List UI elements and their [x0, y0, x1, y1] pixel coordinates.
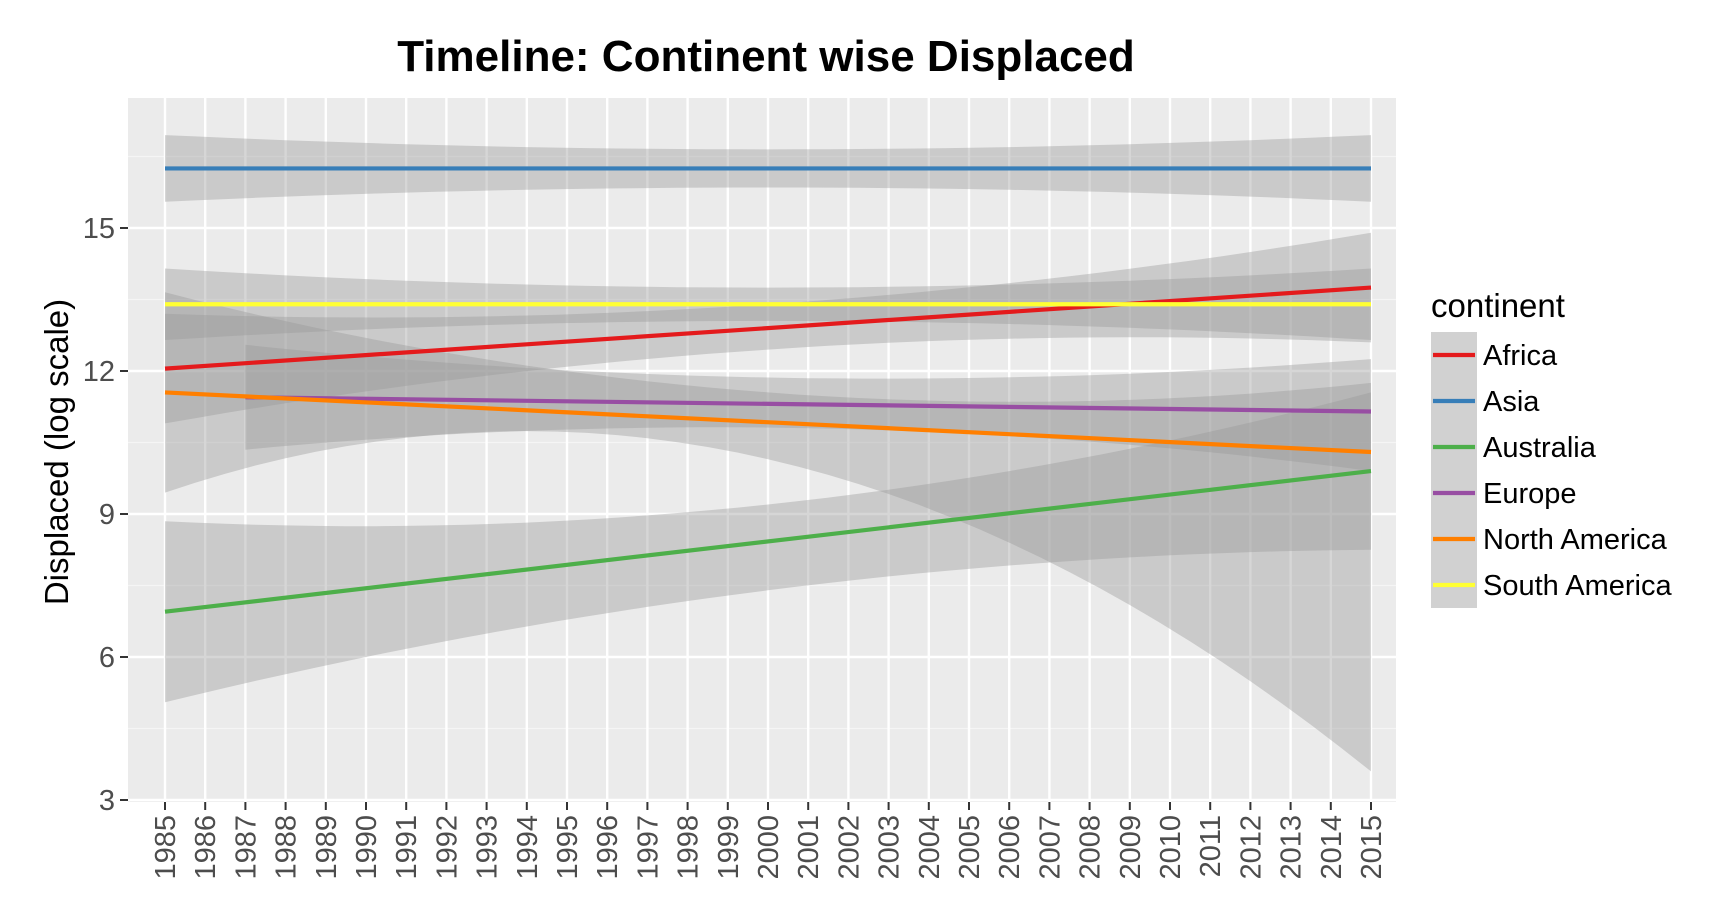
legend-label-asia: Asia	[1483, 386, 1540, 418]
x-tick-label: 2012	[1235, 815, 1267, 880]
legend-label-europe: Europe	[1483, 478, 1577, 510]
x-tick-label: 2001	[793, 815, 825, 880]
x-tick-label: 1994	[512, 815, 544, 880]
x-tick-label: 2009	[1115, 815, 1147, 880]
trend-lines	[164, 166, 1372, 614]
x-tick-label: 1989	[311, 815, 343, 880]
y-tick-label: 12	[83, 356, 115, 388]
x-tick-label: 2007	[1034, 815, 1066, 880]
x-tick-label: 2013	[1276, 815, 1308, 880]
x-tick-label: 1999	[713, 815, 745, 880]
x-tick-label: 2005	[954, 815, 986, 880]
x-tick-label: 2002	[833, 815, 865, 880]
legend-title: continent	[1431, 287, 1565, 324]
legend-label-africa: Africa	[1483, 340, 1558, 372]
x-tick-label: 1995	[552, 815, 584, 880]
y-tick-label: 9	[99, 499, 115, 531]
x-tick-label: 2004	[914, 815, 946, 880]
trend-line-europe	[245, 395, 1372, 414]
confidence-band-australia	[165, 392, 1371, 703]
confidence-bands	[165, 135, 1371, 772]
legend: continent Africa Asia Australia Europe North…	[1431, 287, 1672, 608]
x-tick-label: 1996	[592, 815, 624, 880]
confidence-band-north-america	[165, 292, 1371, 772]
x-tick-label: 1990	[351, 815, 383, 880]
x-tick-label: 2010	[1155, 815, 1187, 880]
x-tick-label: 1992	[431, 815, 463, 880]
x-tick-label: 1987	[230, 815, 262, 880]
trend-line-north-america	[164, 390, 1372, 455]
x-tick-label: 1997	[632, 815, 664, 880]
x-tick-label: 2008	[1075, 815, 1107, 880]
trend-line-australia	[164, 469, 1372, 614]
legend-label-australia: Australia	[1483, 432, 1597, 464]
y-axis-label: Displaced (log scale)	[38, 299, 75, 605]
y-tick-label: 3	[99, 785, 115, 817]
plot-panel	[128, 98, 1396, 802]
x-tick-label: 2003	[874, 815, 906, 880]
y-axis: 3 6 9 12 15	[83, 213, 128, 817]
x-tick-label: 1998	[673, 815, 705, 880]
x-tick-label: 1986	[190, 815, 222, 880]
legend-label-south-america: South America	[1483, 570, 1672, 602]
x-tick-label: 1991	[391, 815, 423, 880]
x-tick-label: 1993	[472, 815, 504, 880]
y-tick-label: 6	[99, 642, 115, 674]
x-tick-label: 2000	[753, 815, 785, 880]
grid	[128, 98, 1396, 802]
x-tick-label: 2014	[1316, 815, 1348, 880]
chart-title: Timeline: Continent wise Displaced	[397, 32, 1135, 81]
x-tick-label: 1988	[271, 815, 303, 880]
y-tick-label: 15	[83, 213, 115, 245]
trend-line-africa	[164, 285, 1372, 371]
x-tick-label: 2011	[1195, 815, 1227, 877]
x-tick-label: 2006	[994, 815, 1026, 880]
x-tick-label: 2015	[1356, 815, 1388, 880]
x-axis: 1985 1986 1987 1988 1989 1990 1991 1992 1993 1994…	[150, 802, 1388, 880]
legend-label-north-america: North America	[1483, 524, 1668, 556]
x-tick-label: 1985	[150, 815, 182, 880]
